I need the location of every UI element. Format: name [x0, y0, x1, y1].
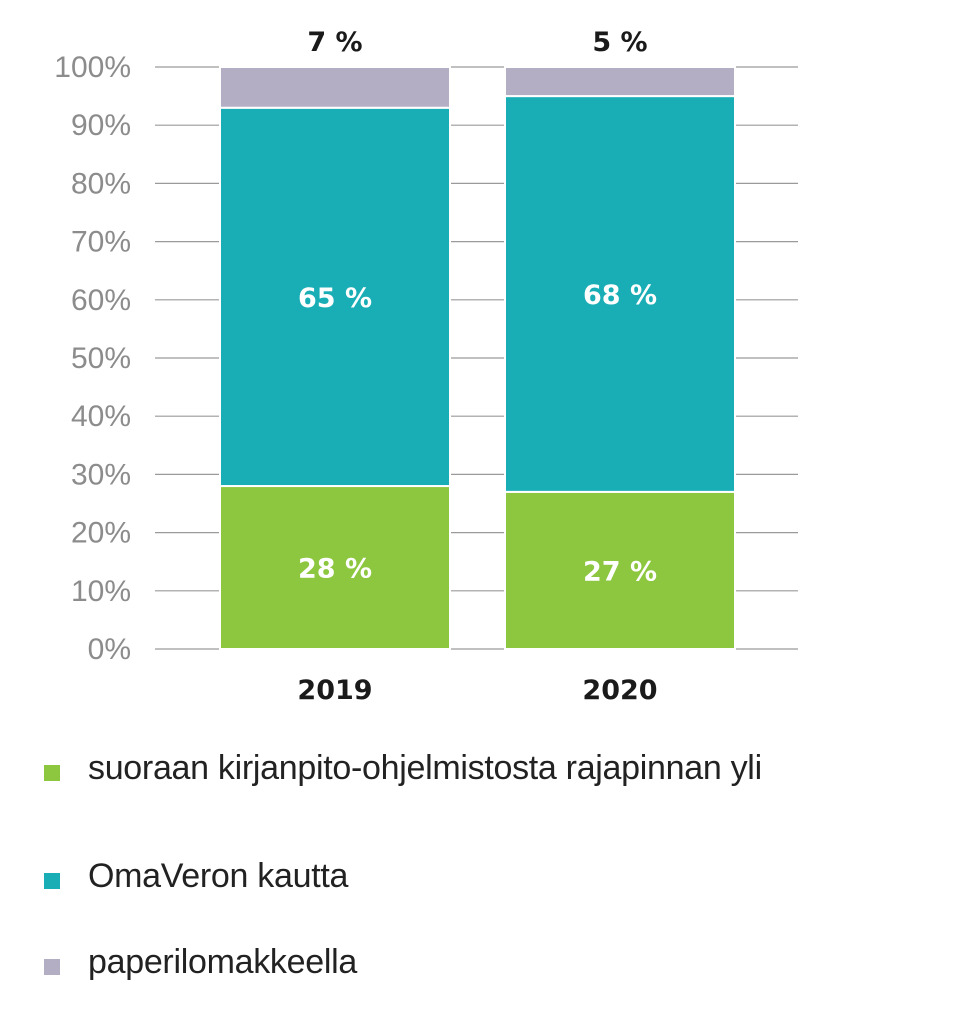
y-tick-label: 0%: [88, 633, 131, 666]
y-tick-label: 40%: [71, 400, 131, 433]
x-tick-label: 2020: [582, 675, 657, 706]
y-tick-label: 90%: [71, 109, 131, 142]
x-tick-label: 2019: [297, 675, 372, 706]
data-label: 5 %: [592, 27, 647, 58]
bar-segment-2-2020: [504, 95, 736, 493]
stacked-bar-chart: 0% 10% 20% 30% 40% 50% 60% 70% 80% 90% 100% 28 % 65 …: [54, 27, 798, 706]
y-tick-label: 30%: [71, 458, 131, 491]
legend-swatch-direct: [44, 765, 60, 781]
y-tick-label: 60%: [71, 284, 131, 317]
data-label: 68 %: [583, 280, 657, 311]
bar-segment-3-2020: [504, 66, 736, 98]
y-tick-label: 20%: [71, 517, 131, 550]
y-tick-label: 70%: [71, 226, 131, 259]
legend-label-direct: suoraan kirjanpito-ohjelmistosta rajapin…: [88, 749, 762, 787]
bar-segment-1-2019: [219, 485, 451, 651]
data-label: 65 %: [298, 283, 372, 314]
legend-label-omavero: OmaVeron kautta: [88, 857, 349, 895]
data-label: 7 %: [307, 27, 362, 58]
bar-segment-3-2019: [219, 66, 451, 109]
data-label: 27 %: [583, 556, 657, 587]
y-tick-label: 80%: [71, 167, 131, 200]
y-tick-label: 50%: [71, 342, 131, 375]
legend-swatch-paper: [44, 959, 60, 975]
legend-swatch-omavero: [44, 873, 60, 889]
data-label: 28 %: [298, 554, 372, 585]
bar-segment-2-2019: [219, 106, 451, 488]
y-tick-label: 10%: [71, 575, 131, 608]
bar-segment-1-2020: [504, 490, 736, 650]
legend-label-paper: paperilomakkeella: [88, 943, 357, 981]
y-tick-label: 100%: [54, 51, 131, 84]
